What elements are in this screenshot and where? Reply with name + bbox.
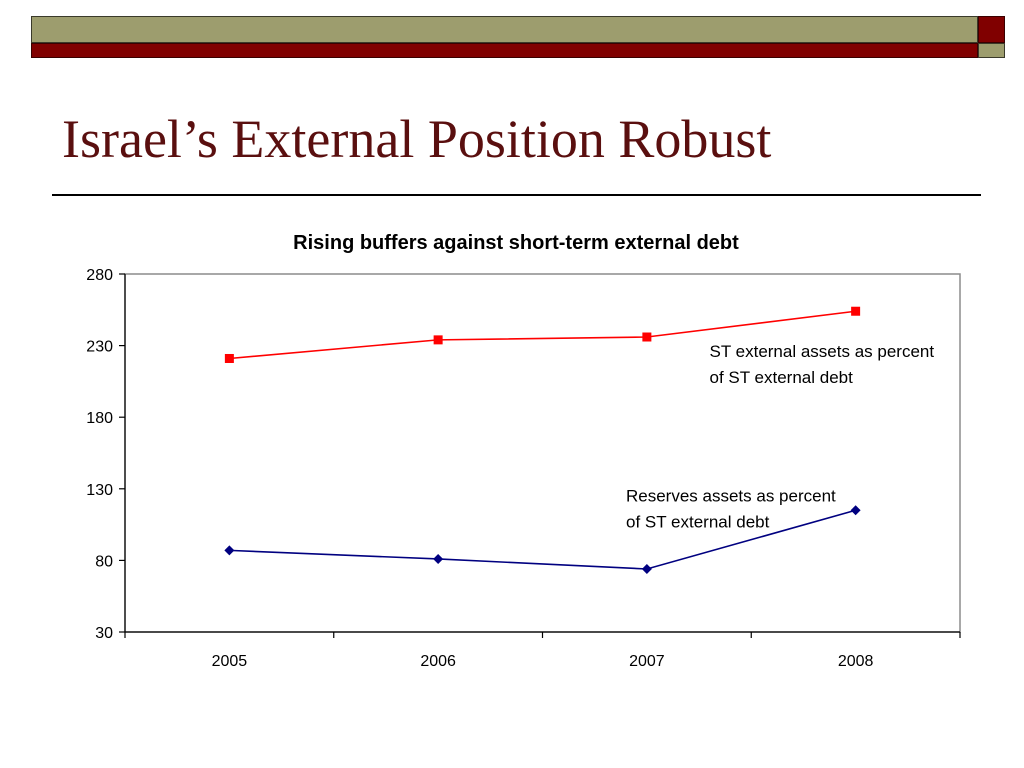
header-band-olive <box>31 16 978 43</box>
point-1-2 <box>641 563 652 574</box>
x-tick-label-2008: 2008 <box>838 653 874 670</box>
y-tick-label-230: 230 <box>86 339 113 356</box>
x-tick-label-2006: 2006 <box>420 653 456 670</box>
y-tick-label-130: 130 <box>86 482 113 499</box>
point-0-3 <box>851 306 861 316</box>
slide-title: Israel’s External Position Robust <box>62 109 772 169</box>
point-1-1 <box>433 553 444 564</box>
y-tick-label-30: 30 <box>95 625 113 642</box>
point-0-1 <box>433 335 443 345</box>
title-divider <box>52 194 981 196</box>
series-layer <box>224 306 861 574</box>
series-line-0 <box>229 310 856 360</box>
point-0-0 <box>224 353 234 363</box>
header-square-maroon <box>978 16 1005 43</box>
annotation-layer: ST external assets as percent of ST exter… <box>626 342 934 532</box>
series-label-line-0-1: of ST external debt <box>710 368 854 387</box>
series-1 <box>224 505 861 574</box>
y-tick-label-180: 180 <box>86 410 113 427</box>
chart-title: Rising buffers against short-term extern… <box>293 232 739 254</box>
point-1-0 <box>224 545 235 556</box>
x-tick-label-2007: 2007 <box>629 653 665 670</box>
series-line-1 <box>229 509 856 570</box>
y-tick-label-280: 280 <box>86 267 113 284</box>
series-label-line-0-0: ST external assets as percent <box>710 342 935 361</box>
series-0 <box>224 306 861 363</box>
point-0-2 <box>642 332 652 342</box>
x-tick-label-2005: 2005 <box>212 653 248 670</box>
y-tick-label-80: 80 <box>95 553 113 570</box>
series-label-line-1-1: of ST external debt <box>626 513 770 532</box>
plot-area <box>124 273 961 633</box>
point-1-3 <box>850 505 861 516</box>
y-axis: 30 80 130 180 230 280 <box>86 267 126 642</box>
header-band-maroon <box>31 43 978 58</box>
x-axis: 2005 2006 2007 2008 <box>124 631 961 670</box>
series-label-line-1-0: Reserves assets as percent <box>626 487 836 506</box>
header-square-olive <box>978 43 1005 58</box>
series-label-1: Reserves assets as percent of ST external… <box>626 487 836 532</box>
series-label-0: ST external assets as percent of ST exter… <box>710 342 935 387</box>
